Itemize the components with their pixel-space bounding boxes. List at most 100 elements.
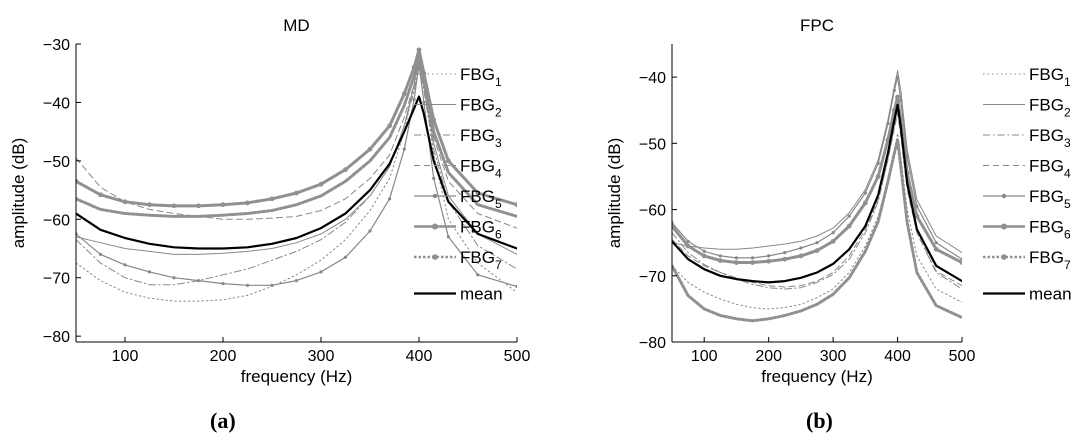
data-point [196,203,201,209]
data-point [750,260,755,265]
data-point [914,213,920,219]
y-tick-label: −60 [639,203,666,220]
data-point [402,147,406,151]
data-point [830,238,836,244]
y-tick-label: −50 [639,136,666,153]
data-point [767,254,771,258]
y-tick-label: −80 [639,335,666,352]
series-line-fbg1 [76,55,517,302]
x-tick-label: 400 [406,348,433,365]
series-line-fbg7 [672,138,962,323]
legend-label: FBG5 [1029,187,1071,211]
legend-label-subscript: 5 [1064,197,1071,211]
legend-label: FBG7 [460,248,502,272]
y-axis-label: amplitude (dB) [9,138,28,249]
series-line-fbg4 [76,55,517,229]
data-point [123,263,127,267]
data-point [799,246,803,250]
series-line-fbg6 [672,95,962,264]
legend-label: FBG3 [460,126,502,150]
legend-label: FBG6 [1029,218,1071,242]
x-tick-label: 100 [112,348,139,365]
data-point [514,202,517,208]
data-point [515,284,517,289]
series-line-fbg2 [76,52,517,255]
x-tick-label: 500 [504,348,531,365]
x-tick-label: 200 [210,348,237,365]
data-point [294,190,299,196]
caption-a: (a) [210,408,236,433]
y-tick-label: −70 [43,271,70,288]
legend-label-subscript: 4 [495,167,502,181]
legend-label-subscript: 7 [1064,258,1071,272]
legend-marker [1001,223,1007,230]
data-point [172,276,176,280]
data-point [475,190,481,196]
x-tick-label: 500 [949,348,976,365]
data-point [672,223,675,229]
legend-marker [432,193,438,199]
data-point [847,214,851,218]
data-point [147,270,152,274]
data-point [319,270,323,274]
legend-label-subscript: 6 [1064,228,1071,242]
data-point [171,203,177,209]
legend-label-subscript: 2 [495,106,502,120]
legend-label: FBG1 [460,65,502,89]
data-point [814,248,820,254]
y-tick-label: −60 [43,212,70,229]
data-point [387,123,392,129]
data-point [245,283,250,287]
legend-label-subscript: 5 [495,197,502,211]
data-point [934,241,938,245]
data-point [98,192,103,198]
data-point [766,258,772,264]
data-point [892,88,896,92]
x-tick-label: 300 [820,348,847,365]
legend-label: FBG4 [460,157,502,181]
series-line-fbg3 [76,61,517,286]
legend-label: FBG3 [1029,126,1071,150]
data-point [886,121,890,126]
data-point [76,178,79,184]
data-point [701,253,707,259]
chart-title: FPC [800,16,834,35]
legend-label: FBG2 [460,96,502,120]
x-tick-label: 400 [884,348,911,365]
data-point [343,167,348,173]
data-point [876,161,880,165]
x-tick-label: 100 [691,348,718,365]
data-point [122,199,128,205]
legend-marker [432,223,438,230]
legend-label-subscript: 1 [495,75,502,89]
series-line-mean [76,95,517,250]
data-point [432,176,436,180]
data-point [899,98,903,102]
data-point [959,260,962,265]
data-point [147,202,152,208]
x-axis-label: frequency (Hz) [761,367,872,386]
legend-label-subscript: 4 [1064,167,1071,181]
series-line-fbg2 [672,70,962,254]
legend-label: mean [460,285,503,304]
legend: FBG1 FBG2 FBG3 FBG4 FBG5 FBG6 FBG7 mean [983,65,1072,304]
series-line-mean [672,103,962,284]
data-point [783,251,787,255]
legend-label-subscript: 1 [1064,75,1071,89]
data-point [750,256,755,260]
chart-title: MD [283,16,309,35]
y-tick-label: −40 [639,70,666,87]
data-point [717,258,723,263]
data-point [960,257,962,261]
legend-marker [1001,254,1007,260]
data-point [446,158,451,164]
x-axis-label: frequency (Hz) [241,367,352,386]
data-point [863,191,867,195]
data-point [416,47,422,53]
data-point [294,279,299,283]
series-group [672,70,962,323]
series-line-fbg6 [76,48,517,208]
data-point [367,146,373,152]
data-point [368,229,372,233]
